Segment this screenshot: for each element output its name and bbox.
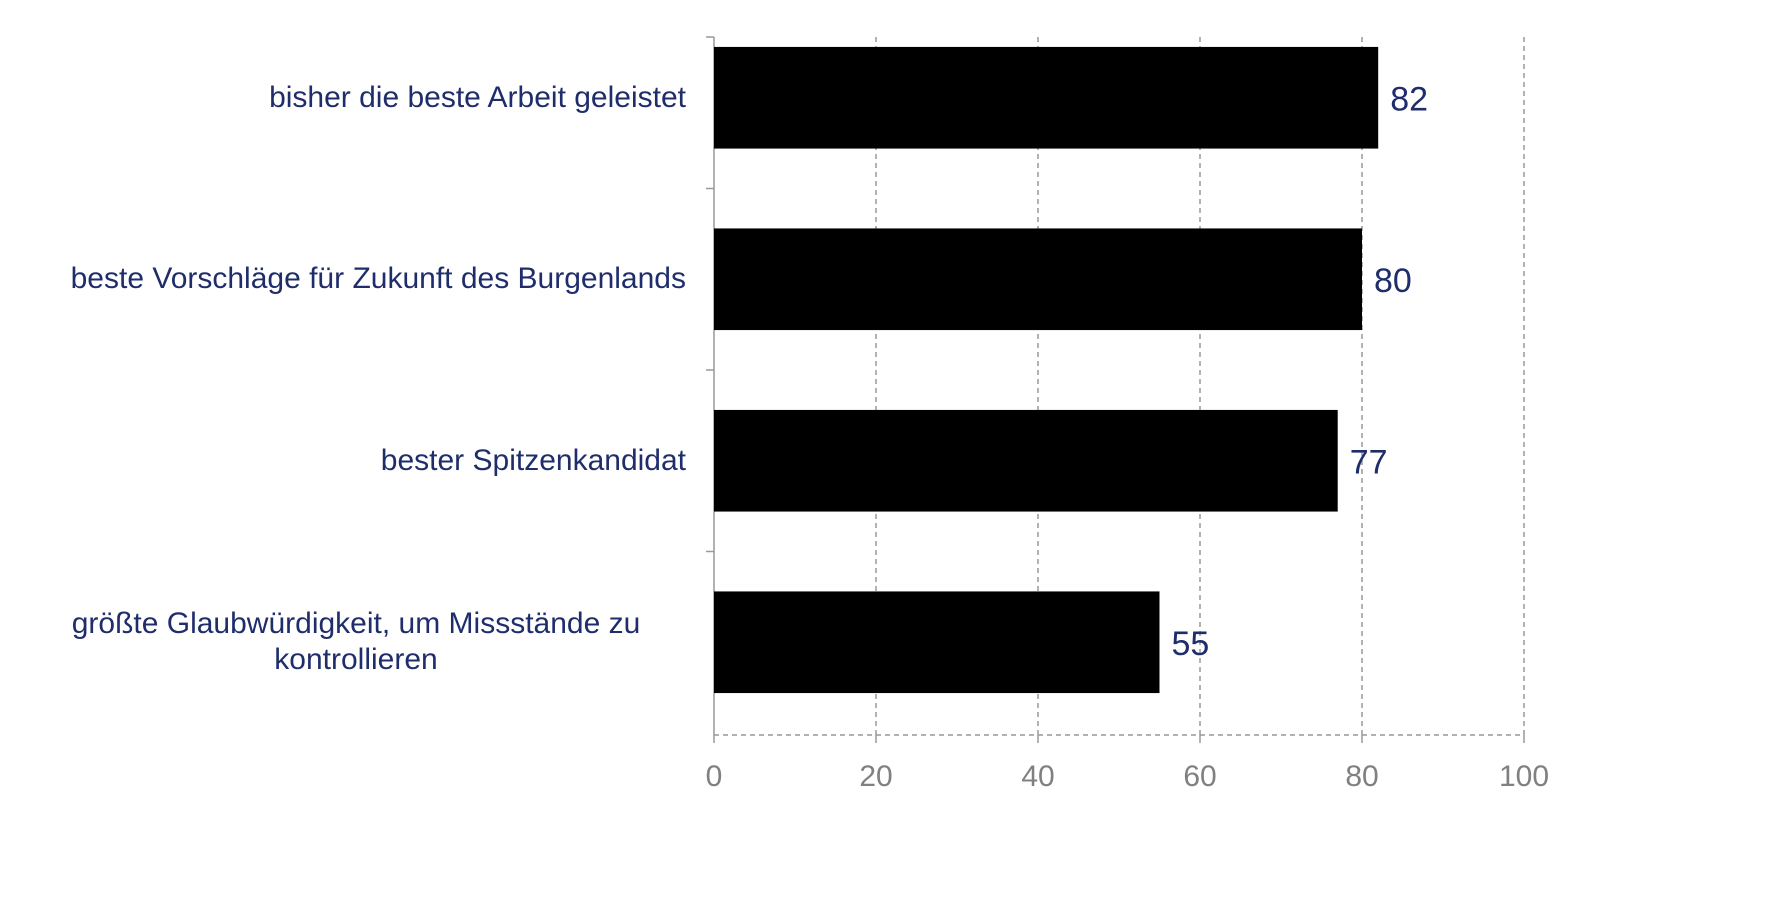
- category-label: größte Glaubwürdigkeit, um Missstände zu…: [71, 607, 641, 677]
- value-label: 80: [1374, 262, 1412, 300]
- category-label: beste Vorschläge für Zukunft des Burgenl…: [70, 262, 686, 296]
- category-label-box: größte Glaubwürdigkeit, um Missstände zu…: [0, 606, 686, 678]
- bar: [714, 409, 1338, 512]
- value-label: 77: [1350, 444, 1388, 482]
- bar: [714, 591, 1160, 694]
- bar: [714, 46, 1379, 149]
- x-tick-label: 60: [1183, 760, 1216, 793]
- category-label-box: bester Spitzenkandidat: [0, 443, 686, 479]
- bar: [714, 228, 1362, 331]
- category-label-box: bisher die beste Arbeit geleistet: [0, 80, 686, 116]
- x-tick-label: 20: [859, 760, 892, 793]
- x-tick-label: 0: [706, 760, 723, 793]
- category-label-box: beste Vorschläge für Zukunft des Burgenl…: [0, 261, 686, 297]
- value-label: 55: [1172, 625, 1210, 663]
- category-label: bester Spitzenkandidat: [380, 443, 686, 477]
- category-label: bisher die beste Arbeit geleistet: [269, 80, 686, 114]
- x-tick-label: 80: [1345, 760, 1378, 793]
- x-tick-label: 100: [1499, 760, 1549, 793]
- x-tick-label: 40: [1021, 760, 1054, 793]
- value-label: 82: [1390, 81, 1428, 119]
